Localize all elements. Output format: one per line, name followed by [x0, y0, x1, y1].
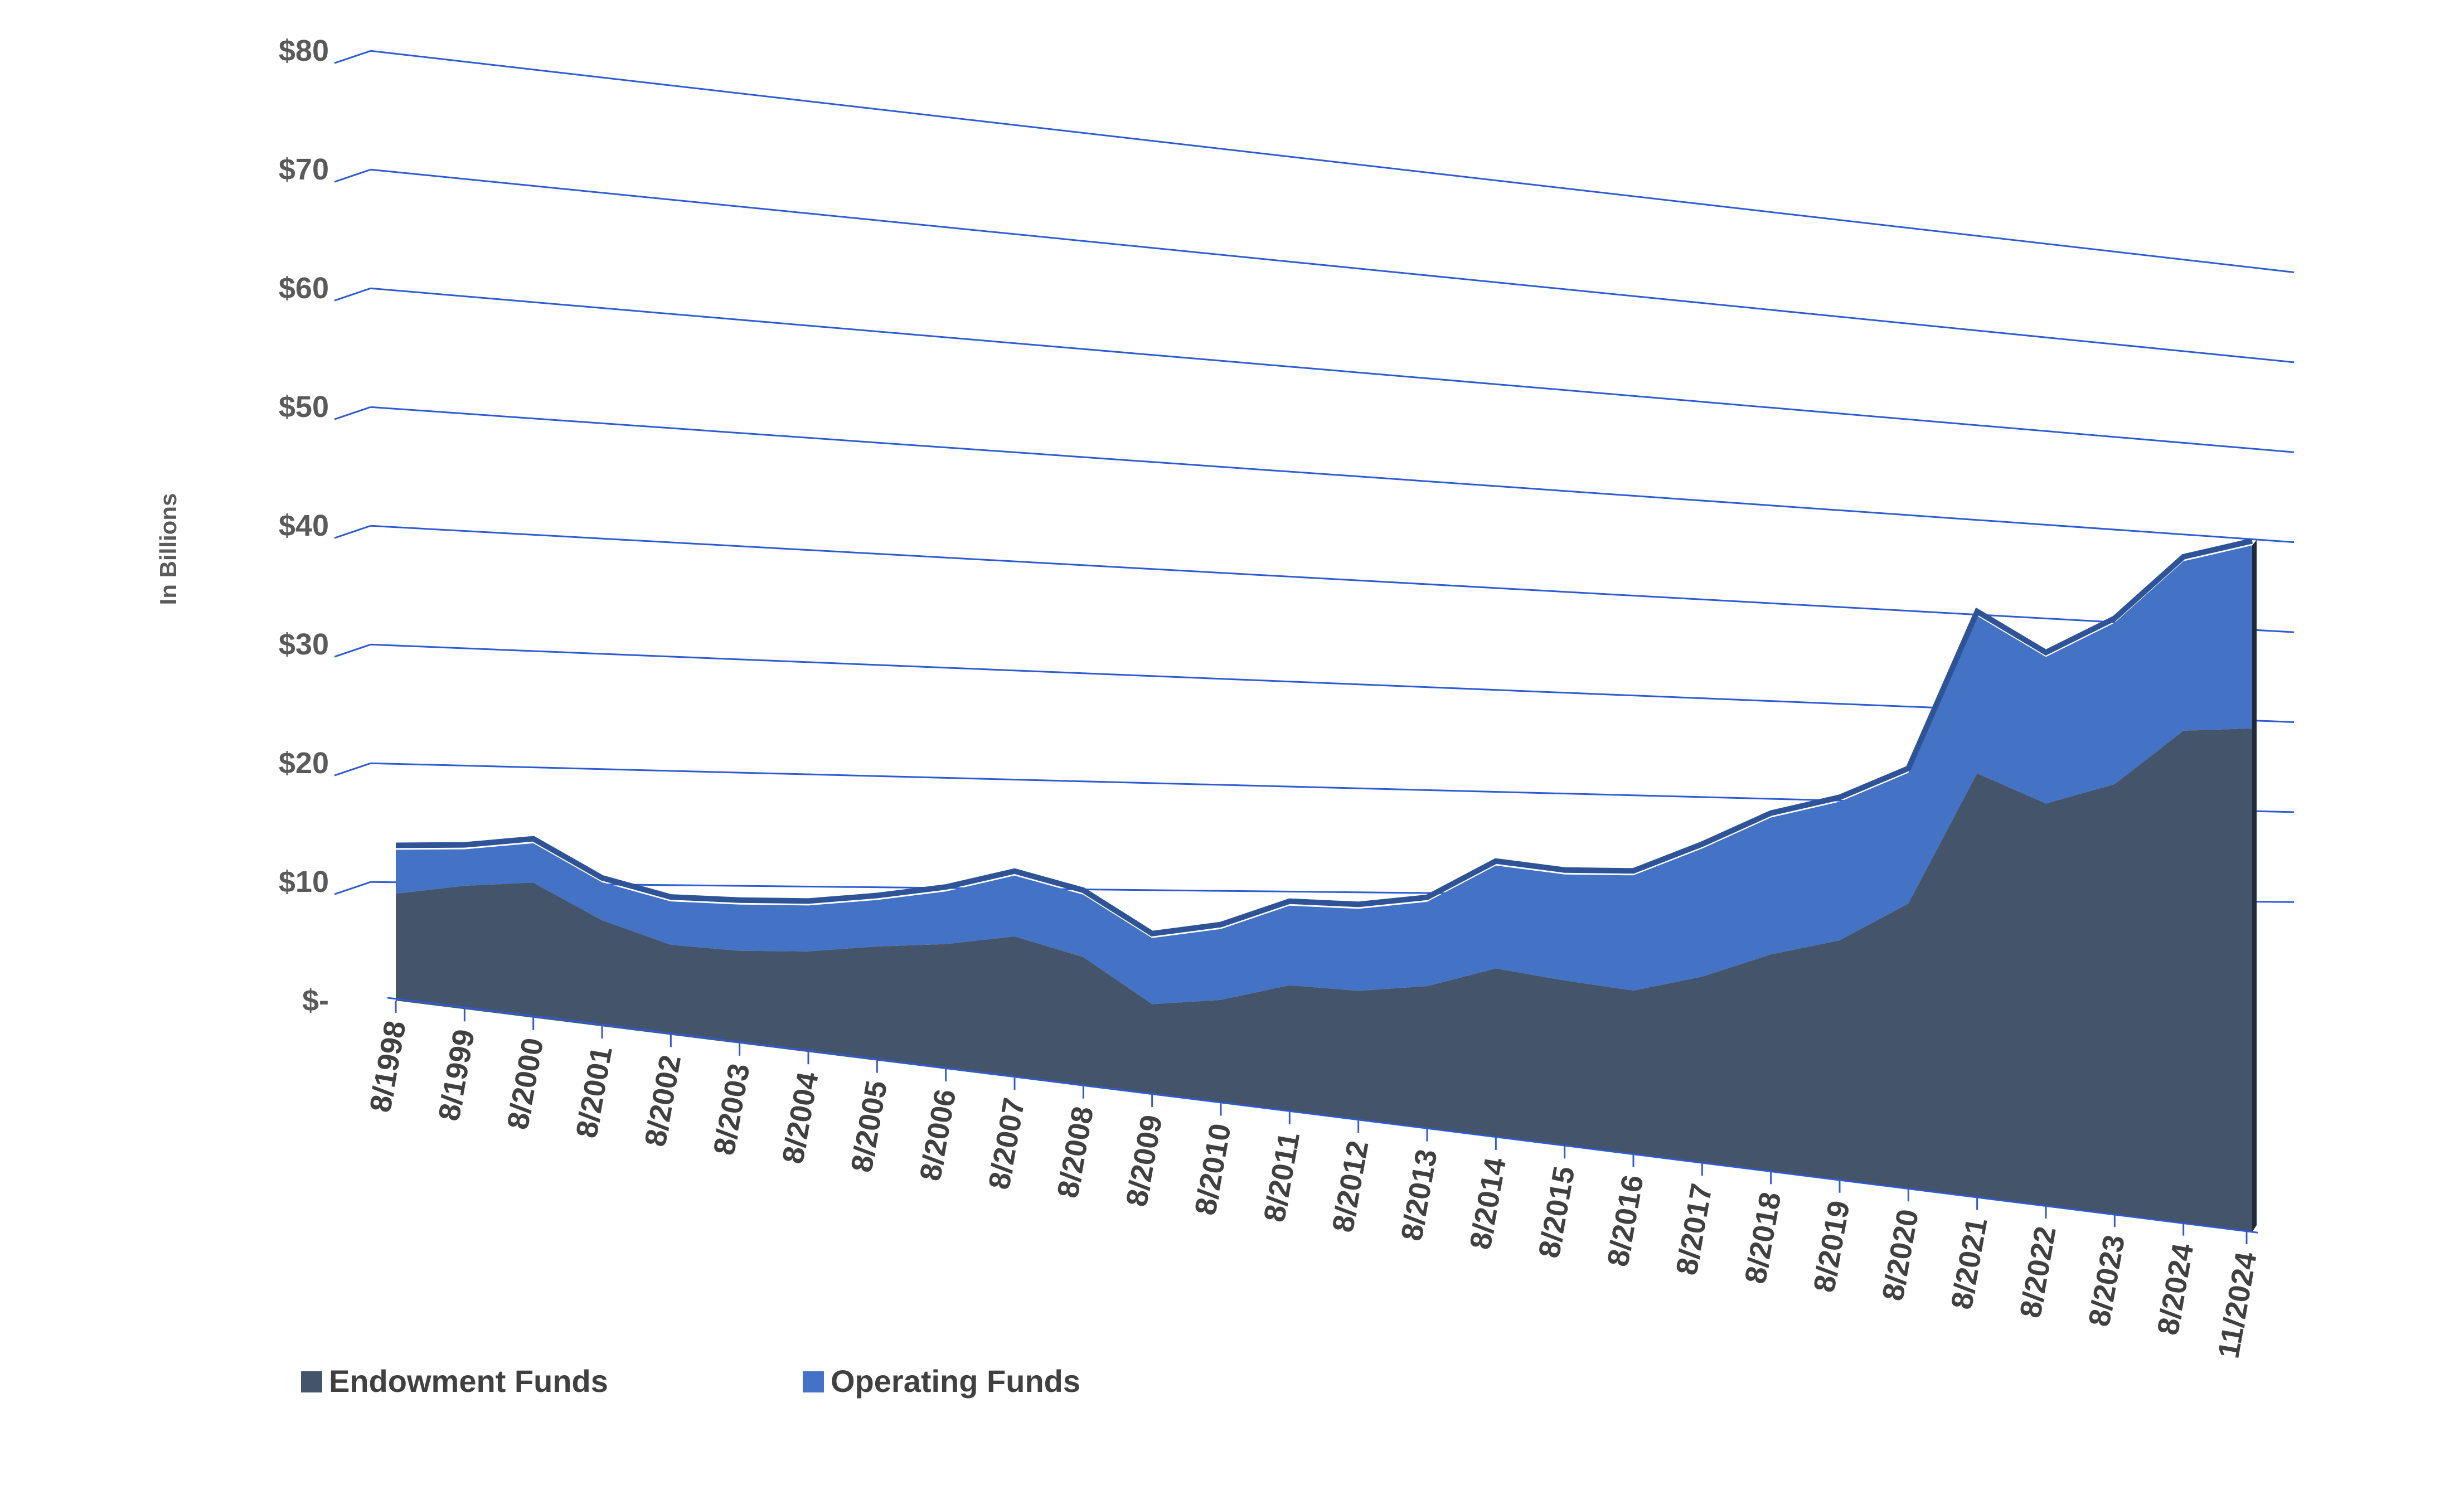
x-tick-label: 11/2024: [2211, 1250, 2263, 1361]
legend-label-operating: Operating Funds: [831, 1363, 1080, 1399]
x-tick-label: 8/2019: [1807, 1198, 1856, 1294]
series-endowment-funds-area: [396, 728, 2252, 1232]
gridline: [334, 643, 371, 658]
x-tick-label: 8/2014: [1463, 1156, 1512, 1252]
x-tick-label: 8/1998: [363, 1018, 413, 1115]
y-axis: $- $10 $20 $30 $40 $50 $60 $70 $80: [279, 34, 329, 1017]
legend-label-endowment: Endowment Funds: [329, 1363, 608, 1399]
gridline: [370, 168, 2295, 363]
gridline: [334, 168, 371, 183]
y-tick-label: $20: [279, 746, 329, 780]
x-tick-label: 8/2001: [570, 1044, 619, 1141]
x-tick-label: 8/2009: [1120, 1113, 1169, 1209]
legend-swatch-endowment: [301, 1371, 322, 1392]
x-tick-label: 8/2021: [1945, 1215, 1994, 1312]
gridline: [334, 287, 371, 302]
y-tick-label: $40: [279, 509, 329, 542]
y-tick-label: $70: [279, 153, 329, 186]
gridline: [370, 287, 2295, 453]
x-axis-line: [387, 997, 2258, 1234]
x-tick-label: 8/2006: [914, 1087, 963, 1183]
x-tick-label: 8/2007: [982, 1095, 1031, 1192]
x-tick-label: 8/2011: [1258, 1129, 1306, 1224]
x-tick-label: 8/2024: [2151, 1241, 2200, 1337]
x-tick-label: 8/1999: [432, 1027, 481, 1123]
x-tick-label: 8/2015: [1532, 1164, 1582, 1260]
y-tick-label: $80: [279, 34, 329, 67]
x-tick-label: 8/2004: [776, 1070, 825, 1166]
x-tick-label: 8/2008: [1051, 1104, 1100, 1200]
legend-item-operating[interactable]: Operating Funds: [803, 1363, 1080, 1399]
x-tick-label: 8/2012: [1326, 1138, 1375, 1235]
gridline: [334, 881, 371, 895]
x-tick-label: 8/2002: [638, 1052, 687, 1149]
gridline: [370, 525, 2295, 633]
series-operating-funds-edge: [395, 538, 2253, 936]
x-tick-label: 8/2005: [845, 1078, 894, 1175]
series-operating-funds-area: [396, 545, 2252, 1004]
legend-swatch-operating: [803, 1371, 824, 1392]
x-tick-label: 8/2010: [1189, 1121, 1238, 1217]
right-depth-face: [2252, 540, 2257, 1232]
gridline: [334, 525, 371, 539]
plot-area: [395, 538, 2257, 1232]
x-tick-label: 8/2016: [1601, 1172, 1650, 1269]
gridline: [370, 406, 2295, 543]
y-tick-label: $30: [279, 628, 329, 661]
x-tick-label: 8/2022: [2014, 1224, 2063, 1321]
gridline: [334, 762, 371, 777]
y-tick-label: $10: [279, 865, 329, 899]
y-tick-label: $50: [279, 390, 329, 424]
legend: Endowment Funds Operating Funds: [301, 1363, 1080, 1399]
x-tick-label: 8/2003: [707, 1061, 756, 1158]
x-tick-label: 8/2000: [501, 1035, 550, 1132]
gridline: [370, 50, 2295, 273]
x-tick-label: 8/2017: [1670, 1181, 1719, 1278]
x-tick-label: 8/2013: [1395, 1147, 1444, 1243]
gridline: [334, 50, 371, 64]
y-axis-label: In Billions: [155, 493, 181, 605]
gridlines: [334, 50, 2295, 903]
y-tick-label: $-: [302, 984, 329, 1017]
y-tick-label: $60: [279, 271, 329, 305]
x-tick-label: 8/2020: [1876, 1207, 1925, 1303]
legend-item-endowment[interactable]: Endowment Funds: [301, 1363, 608, 1399]
x-tick-label: 8/2018: [1739, 1190, 1788, 1286]
gridline: [334, 406, 371, 420]
x-tick-label: 8/2023: [2082, 1232, 2131, 1329]
